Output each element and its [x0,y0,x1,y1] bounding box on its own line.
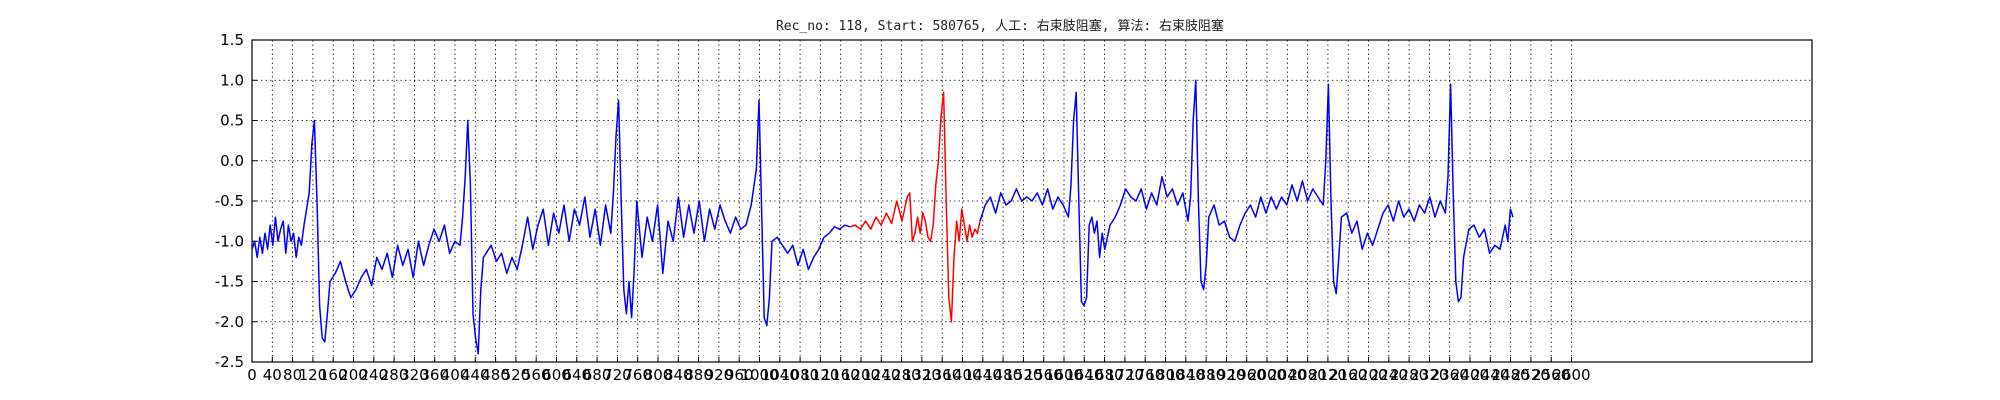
x-tick-label: 1400 [943,366,981,384]
y-tick-label: 1.0 [220,71,244,89]
x-tick-label: 640 [562,366,591,384]
y-tick-label: 0.0 [220,152,244,170]
y-tick-label: 1.5 [220,31,244,49]
x-tick-label: 1600 [1045,366,1083,384]
x-tick-label: 360 [420,366,449,384]
x-tick-label: 1480 [984,366,1022,384]
x-tick-label: 1040 [761,366,799,384]
y-tick-label: -2.5 [215,353,244,371]
x-tick-label: 2360 [1431,366,1469,384]
x-tick-label: 520 [502,366,531,384]
x-tick-label: 2160 [1329,366,1367,384]
x-tick-label: 1760 [1126,366,1164,384]
x-tick-label: 1280 [883,366,921,384]
x-tick-label: 1840 [1167,366,1205,384]
x-tick-label: 2240 [1370,366,1408,384]
x-tick-label: 240 [359,366,388,384]
y-axis-ticks: 1.5 1.0 0.5 0.0 -0.5 -1.0 -1.5 -2.0 -2.5 [215,31,257,371]
x-tick-label: 800 [644,366,673,384]
x-tick-label: 1320 [903,366,941,384]
x-tick-label: 2400 [1451,366,1489,384]
x-tick-label: 1880 [1187,366,1225,384]
x-tick-label: 2320 [1410,366,1448,384]
x-tick-label: 1080 [781,366,819,384]
x-tick-label: 2120 [1309,366,1347,384]
y-tick-label: -1.0 [215,232,244,250]
x-tick-label: 320 [400,366,429,384]
x-tick-label: 960 [725,366,754,384]
x-tick-label: 2520 [1512,366,1550,384]
x-tick-label: 80 [283,366,302,384]
x-tick-label: 2040 [1268,366,1306,384]
x-tick-label: 720 [603,366,632,384]
x-tick-label: 0 [247,366,257,384]
x-tick-label: 1560 [1025,366,1063,384]
series-line-2 [979,79,1514,307]
x-tick-label: 2200 [1349,366,1387,384]
x-tick-label: 1960 [1228,366,1266,384]
x-tick-label: 160 [319,366,348,384]
x-tick-label: 2000 [1248,366,1286,384]
x-tick-label: 40 [263,366,282,384]
series-line-1 [849,91,981,323]
x-axis-ticks: 0 40 8012016020024028032036040044048052056… [247,357,1591,384]
x-tick-label: 2280 [1390,366,1428,384]
x-tick-label: 1520 [1004,366,1042,384]
x-tick-label: 1440 [964,366,1002,384]
x-tick-label: 920 [705,366,734,384]
x-tick-label: 1720 [1106,366,1144,384]
x-tick-label: 1640 [1065,366,1103,384]
x-tick-label: 1200 [842,366,880,384]
x-tick-label: 480 [481,366,510,384]
x-tick-label: 760 [623,366,652,384]
x-tick-label: 840 [664,366,693,384]
x-tick-label: 1680 [1086,366,1124,384]
x-tick-label: 2560 [1532,366,1570,384]
y-tick-label: -0.5 [215,192,244,210]
x-tick-label: 1120 [801,366,839,384]
x-tick-label: 400 [441,366,470,384]
x-tick-label: 1240 [862,366,900,384]
y-tick-label: -1.5 [215,273,244,291]
x-tick-label: 1360 [923,366,961,384]
x-tick-label: 680 [583,366,612,384]
chart-title: Rec_no: 118, Start: 580765, 人工: 右束肢阻塞, 算… [776,18,1224,34]
x-tick-label: 280 [380,366,409,384]
x-tick-label: 200 [339,366,368,384]
series-group [251,79,1514,355]
x-tick-label: 880 [684,366,713,384]
y-tick-label: -2.0 [215,313,244,331]
y-tick-label: 0.5 [220,112,244,130]
x-tick-label: 1920 [1207,366,1245,384]
x-tick-label: 1160 [822,366,860,384]
x-tick-label: 560 [522,366,551,384]
x-tick-label: 600 [542,366,571,384]
x-tick-label: 1800 [1146,366,1184,384]
x-tick-label: 2440 [1471,366,1509,384]
x-tick-label: 440 [461,366,490,384]
x-tick-label: 2600 [1552,366,1590,384]
x-tick-label: 1000 [740,366,778,384]
x-tick-label: 2080 [1289,366,1327,384]
x-tick-label: 120 [299,366,328,384]
series-line-0 [251,99,851,355]
x-tick-label: 2480 [1492,366,1530,384]
